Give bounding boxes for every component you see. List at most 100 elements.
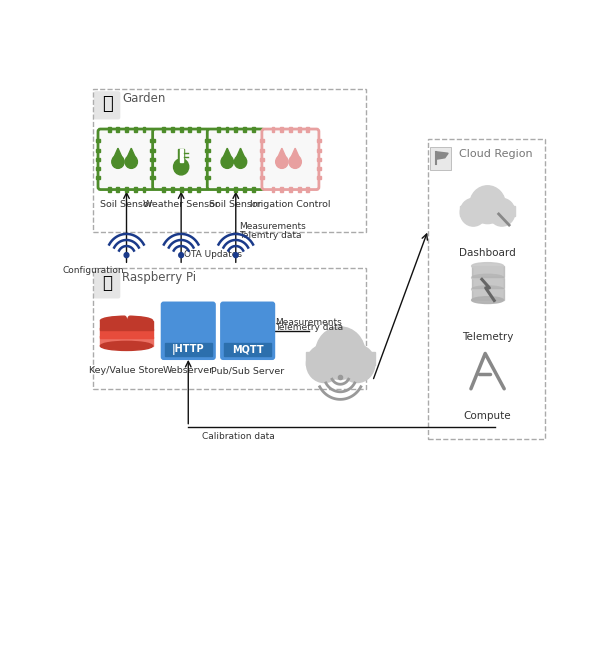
Bar <box>150 158 155 161</box>
Bar <box>162 126 165 132</box>
FancyBboxPatch shape <box>207 129 264 189</box>
Circle shape <box>460 198 486 226</box>
Circle shape <box>489 198 515 226</box>
Bar <box>316 158 321 161</box>
Bar <box>471 266 503 277</box>
Ellipse shape <box>471 286 503 293</box>
Circle shape <box>124 253 129 257</box>
Bar <box>262 176 267 179</box>
Bar <box>171 126 174 132</box>
Ellipse shape <box>101 332 153 341</box>
Bar <box>180 126 183 132</box>
Bar <box>150 140 155 142</box>
Bar <box>153 167 158 170</box>
Bar <box>188 126 191 132</box>
Ellipse shape <box>101 341 153 350</box>
Bar <box>306 187 309 192</box>
Text: Calibration data: Calibration data <box>202 432 275 441</box>
Bar <box>153 140 158 142</box>
Bar <box>262 140 267 142</box>
Bar <box>259 158 264 161</box>
Bar <box>262 158 267 161</box>
FancyBboxPatch shape <box>153 129 210 189</box>
Ellipse shape <box>471 274 503 281</box>
Bar <box>471 278 503 288</box>
FancyBboxPatch shape <box>98 129 155 189</box>
Bar <box>162 187 165 192</box>
Text: MQTT: MQTT <box>232 345 264 354</box>
Bar <box>207 140 212 142</box>
Circle shape <box>289 155 302 168</box>
Bar <box>280 126 283 132</box>
Text: Dashboard: Dashboard <box>459 248 516 257</box>
Text: 🌿: 🌿 <box>102 96 112 113</box>
Bar <box>108 187 110 192</box>
Bar <box>116 126 119 132</box>
FancyBboxPatch shape <box>430 147 451 170</box>
Bar <box>280 187 283 192</box>
Circle shape <box>173 159 189 175</box>
Bar <box>259 149 264 151</box>
Bar <box>460 206 515 216</box>
Bar <box>178 149 184 167</box>
Bar <box>125 187 128 192</box>
Bar <box>205 167 210 170</box>
FancyBboxPatch shape <box>161 301 216 360</box>
Bar <box>217 187 220 192</box>
Bar <box>96 158 101 161</box>
Circle shape <box>470 186 505 223</box>
Bar <box>252 126 254 132</box>
Circle shape <box>125 155 137 168</box>
Bar <box>205 140 210 142</box>
Polygon shape <box>114 148 122 157</box>
Bar <box>207 176 212 179</box>
Polygon shape <box>436 152 448 159</box>
Circle shape <box>316 327 365 379</box>
Bar <box>93 268 367 389</box>
Bar <box>96 140 101 142</box>
Text: OTA Updates: OTA Updates <box>183 250 242 259</box>
Bar <box>207 158 212 161</box>
Bar <box>243 126 246 132</box>
Bar <box>272 126 275 132</box>
Text: Telemtry data: Telemtry data <box>240 231 302 240</box>
Circle shape <box>340 345 375 383</box>
Bar <box>96 176 101 179</box>
Bar <box>96 167 101 170</box>
Bar <box>150 167 155 170</box>
Bar <box>197 187 200 192</box>
Bar <box>101 321 153 329</box>
Circle shape <box>112 155 124 168</box>
Ellipse shape <box>471 263 503 269</box>
Bar <box>298 126 300 132</box>
Polygon shape <box>291 148 299 157</box>
Bar <box>96 149 101 151</box>
Bar <box>226 126 229 132</box>
Circle shape <box>276 155 288 168</box>
Bar <box>150 149 155 151</box>
Bar <box>101 337 153 346</box>
Bar <box>243 187 246 192</box>
Bar <box>224 343 272 356</box>
Circle shape <box>234 155 246 168</box>
Bar <box>272 187 275 192</box>
Bar <box>153 149 158 151</box>
Bar <box>306 126 309 132</box>
Text: Garden: Garden <box>122 92 166 105</box>
Text: Soil Sensor: Soil Sensor <box>210 200 262 209</box>
Bar <box>188 187 191 192</box>
Bar <box>205 149 210 151</box>
Bar <box>207 149 212 151</box>
Bar <box>316 140 321 142</box>
Bar <box>289 187 292 192</box>
FancyBboxPatch shape <box>94 91 120 119</box>
Polygon shape <box>278 148 286 157</box>
Bar <box>101 329 153 338</box>
Bar <box>142 187 145 192</box>
Text: Soil Sensor: Soil Sensor <box>100 200 153 209</box>
Bar <box>306 352 375 365</box>
Bar <box>298 187 300 192</box>
Text: Measurements: Measurements <box>275 318 341 327</box>
Ellipse shape <box>471 297 503 303</box>
Bar <box>226 187 229 192</box>
